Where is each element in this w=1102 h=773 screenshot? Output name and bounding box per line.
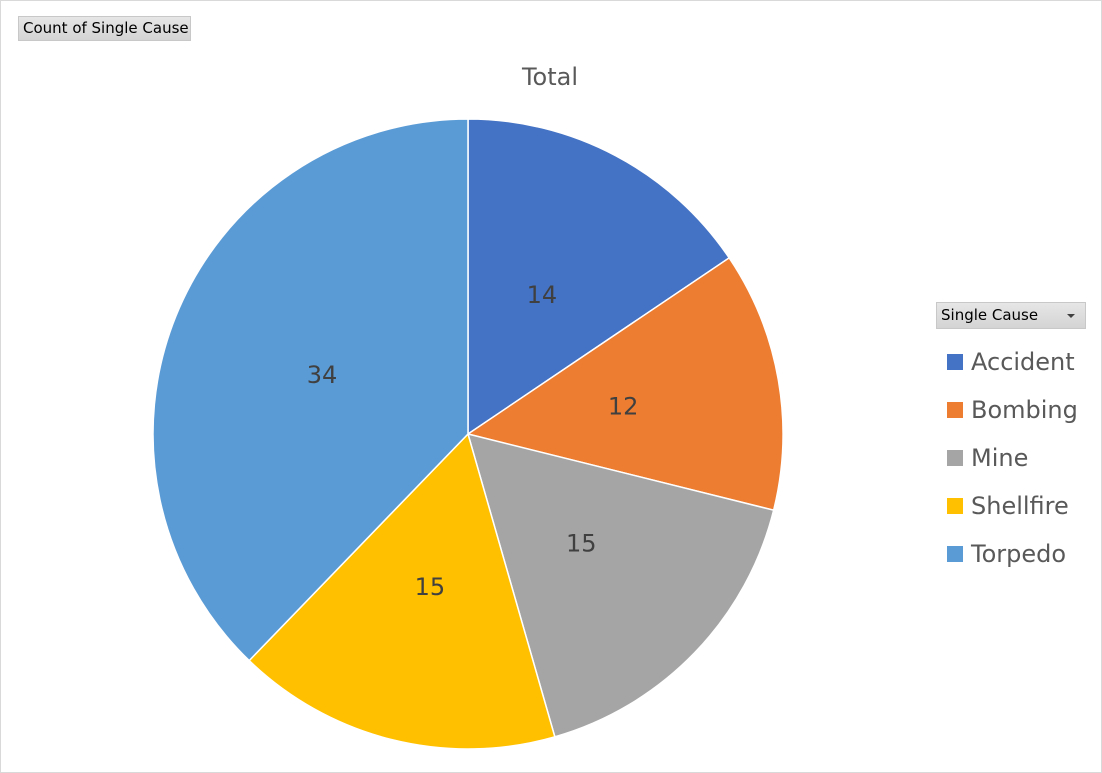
legend-item-accident[interactable]: Accident xyxy=(947,338,1078,386)
legend-label-accident: Accident xyxy=(971,348,1075,376)
legend-item-shellfire[interactable]: Shellfire xyxy=(947,482,1078,530)
legend-item-torpedo[interactable]: Torpedo xyxy=(947,530,1078,578)
data-label-mine: 15 xyxy=(566,529,597,557)
legend: Accident Bombing Mine Shellfire Torpedo xyxy=(947,338,1078,578)
legend-swatch-bombing xyxy=(947,402,963,418)
value-field-label: Count of Single Cause xyxy=(23,19,189,37)
data-label-torpedo: 34 xyxy=(307,361,338,389)
pie-slice-shellfire[interactable] xyxy=(248,432,556,750)
pie-slice-mine[interactable] xyxy=(466,432,775,738)
legend-swatch-shellfire xyxy=(947,498,963,514)
value-field-button[interactable]: Count of Single Cause xyxy=(18,16,191,41)
legend-swatch-mine xyxy=(947,450,963,466)
data-label-bombing: 12 xyxy=(608,393,639,421)
legend-swatch-torpedo xyxy=(947,546,963,562)
pie-slice-accident[interactable] xyxy=(467,118,731,436)
pie-slice-torpedo[interactable] xyxy=(152,118,469,662)
legend-label-torpedo: Torpedo xyxy=(971,540,1067,568)
legend-swatch-accident xyxy=(947,354,963,370)
pie-slice-bombing[interactable] xyxy=(466,256,784,512)
legend-filter-button[interactable]: Single Cause xyxy=(936,302,1086,329)
chart-title: Total xyxy=(521,63,578,91)
legend-item-bombing[interactable]: Bombing xyxy=(947,386,1078,434)
legend-label-bombing: Bombing xyxy=(971,396,1078,424)
legend-item-mine[interactable]: Mine xyxy=(947,434,1078,482)
dropdown-arrow-icon xyxy=(1067,314,1075,318)
legend-label-shellfire: Shellfire xyxy=(971,492,1069,520)
data-label-shellfire: 15 xyxy=(415,573,446,601)
pie-slices xyxy=(152,118,784,750)
pie-data-labels: 14 12 15 15 34 xyxy=(307,281,639,601)
legend-filter-label: Single Cause xyxy=(941,306,1039,324)
legend-label-mine: Mine xyxy=(971,444,1029,472)
data-label-accident: 14 xyxy=(527,281,558,309)
